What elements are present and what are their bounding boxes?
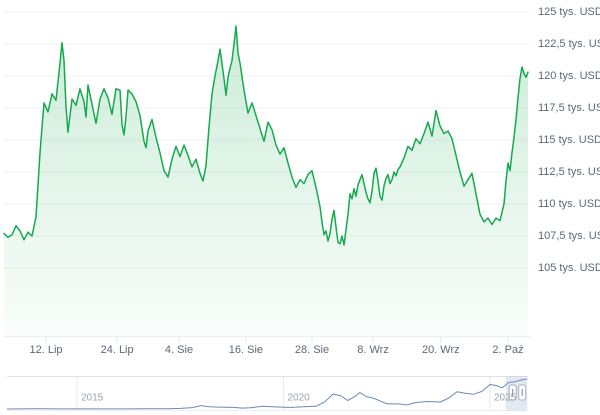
x-axis-label: 12. Lip [29,344,63,356]
x-axis-label: 24. Lip [100,344,134,356]
navigator-year-label: 2025 [494,392,517,404]
y-axis-label: 115 tys. USD [538,134,600,146]
x-axis-label: 8. Wrz [357,344,389,356]
x-axis-label: 28. Sie [294,344,330,356]
navigator-series-line [6,378,528,410]
y-axis-label: 112,5 tys. USD [538,166,600,178]
x-axis-label: 20. Wrz [421,344,460,356]
main-plot-hitarea[interactable] [4,12,530,336]
y-axis-label: 117,5 tys. USD [538,102,600,114]
navigator-year-label: 2020 [287,392,310,404]
x-axis-label: 4. Sie [164,344,194,356]
nav-handle-right[interactable] [518,384,527,401]
y-axis-label: 125 tys. USD [538,6,600,18]
price-line [3,25,529,246]
navigator-year-label: 2015 [81,392,104,404]
x-axis-label: 2. Paź [492,344,524,356]
nav-handle-left[interactable] [508,384,517,401]
y-axis-label: 107,5 tys. USD [538,230,600,242]
y-axis-label: 110 tys. USD [538,198,600,210]
y-axis-label: 105 tys. USD [538,262,600,274]
price-area [4,26,528,336]
x-axis-label: 16. Sie [228,344,264,356]
y-axis-label: 122,5 tys. USD [538,38,600,50]
y-axis-label: 120 tys. USD [538,70,600,82]
